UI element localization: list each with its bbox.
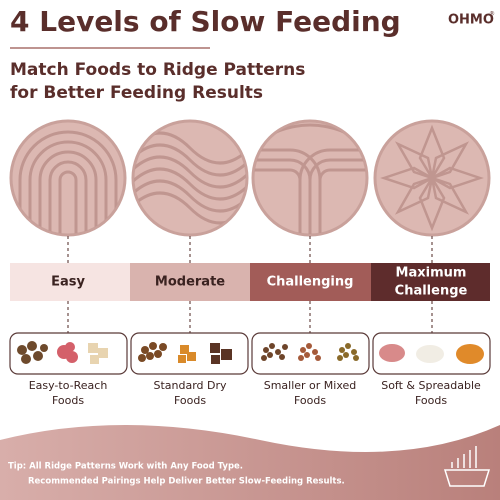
- food-labels: Easy-to-Reach Foods Standard Dry Foods S…: [29, 379, 481, 407]
- food-label: Foods: [52, 394, 84, 407]
- tip: Recommended Pairings Help Deliver Better…: [28, 477, 345, 487]
- band: [10, 263, 130, 301]
- food-label: Foods: [174, 394, 206, 407]
- level-label: Easy: [51, 275, 85, 290]
- level-label: Challenging: [267, 275, 354, 290]
- tip: Tip: All Ridge Patterns Work with Any Fo…: [8, 462, 243, 472]
- title: 4 Levels of Slow Feeding: [10, 5, 401, 38]
- level-label: Maximum: [396, 266, 467, 281]
- food-label: Easy-to-Reach: [29, 379, 108, 392]
- band: [371, 263, 490, 301]
- food-label: Standard Dry: [153, 379, 227, 392]
- level-label: Challenge: [395, 284, 468, 299]
- bowls: [9, 119, 491, 237]
- band: [130, 263, 250, 301]
- footer-wave: [0, 425, 500, 500]
- food-label: Foods: [294, 394, 326, 407]
- food-label: Smaller or Mixed: [264, 379, 357, 392]
- food-label: Foods: [415, 394, 447, 407]
- brand: OHMO: [448, 13, 494, 28]
- connectors: [67, 236, 433, 333]
- subtitle: Match Foods to Ridge Patterns: [10, 60, 305, 80]
- level-label: Moderate: [155, 275, 225, 290]
- subtitle: for Better Feeding Results: [10, 83, 263, 103]
- food-label: Soft & Spreadable: [381, 379, 481, 392]
- food-images: [17, 341, 484, 364]
- brand-mark: ®: [489, 11, 495, 18]
- band: [250, 263, 371, 301]
- bowl-icon: [443, 446, 491, 487]
